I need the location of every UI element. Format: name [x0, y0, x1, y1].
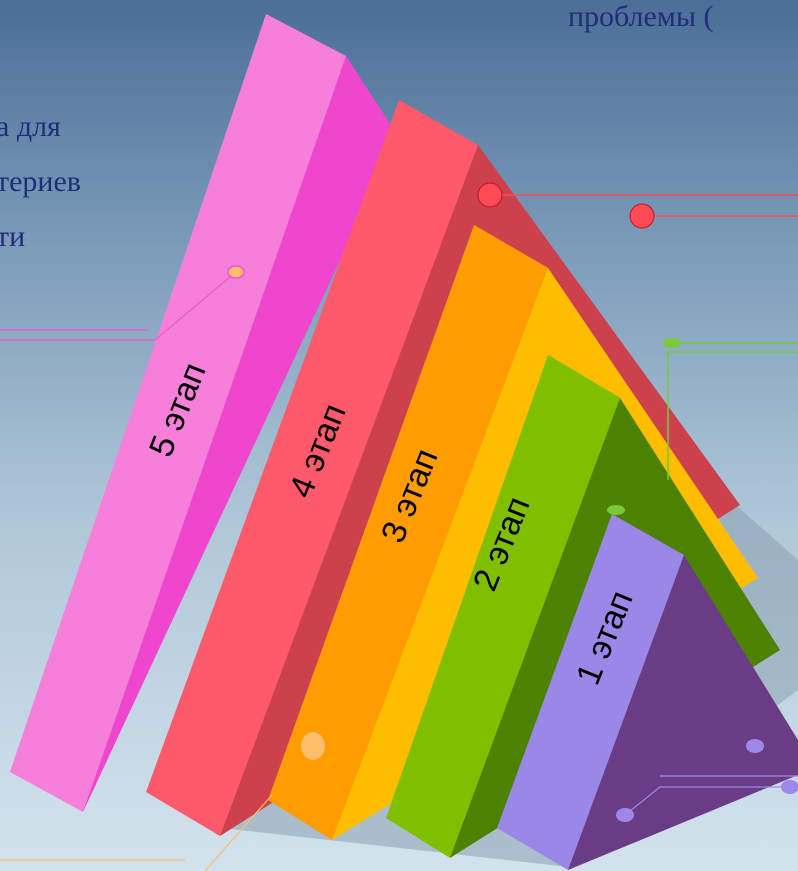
stage-5-front: [10, 14, 346, 812]
stage-5-block: 5 этап: [10, 14, 398, 812]
connector-red: [477, 182, 798, 229]
connector-orange-dot: [301, 732, 325, 760]
connector-pink-dot: [227, 265, 245, 279]
stage-2-front: [386, 355, 620, 858]
connector-green-dot-2: [607, 505, 625, 515]
connector-orange: [0, 732, 325, 871]
connector-purple-dot-2: [616, 808, 634, 822]
stage-1-block: 1 этап: [497, 514, 798, 870]
text-fragment-left-line-3: ти: [0, 220, 26, 253]
text-fragment-top-right: проблемы (: [568, 0, 714, 33]
connector-purple-dot-1: [746, 739, 764, 753]
stage-1-front: [497, 514, 684, 870]
connector-green-dot-1: [663, 338, 681, 348]
text-fragment-left-line-2: териев: [0, 165, 81, 198]
connector-red-dot-2: [629, 203, 655, 229]
connector-purple-dot-3: [781, 780, 798, 794]
text-fragment-left-line-1: а для: [0, 110, 61, 143]
connector-purple: [616, 739, 798, 822]
connector-green: [607, 338, 798, 515]
stage-4-front: [146, 100, 478, 836]
stage-3-front: [268, 225, 548, 840]
connector-red-dot-1: [477, 182, 503, 208]
connector-pink: [0, 265, 245, 341]
stage-5-side: [83, 14, 398, 812]
